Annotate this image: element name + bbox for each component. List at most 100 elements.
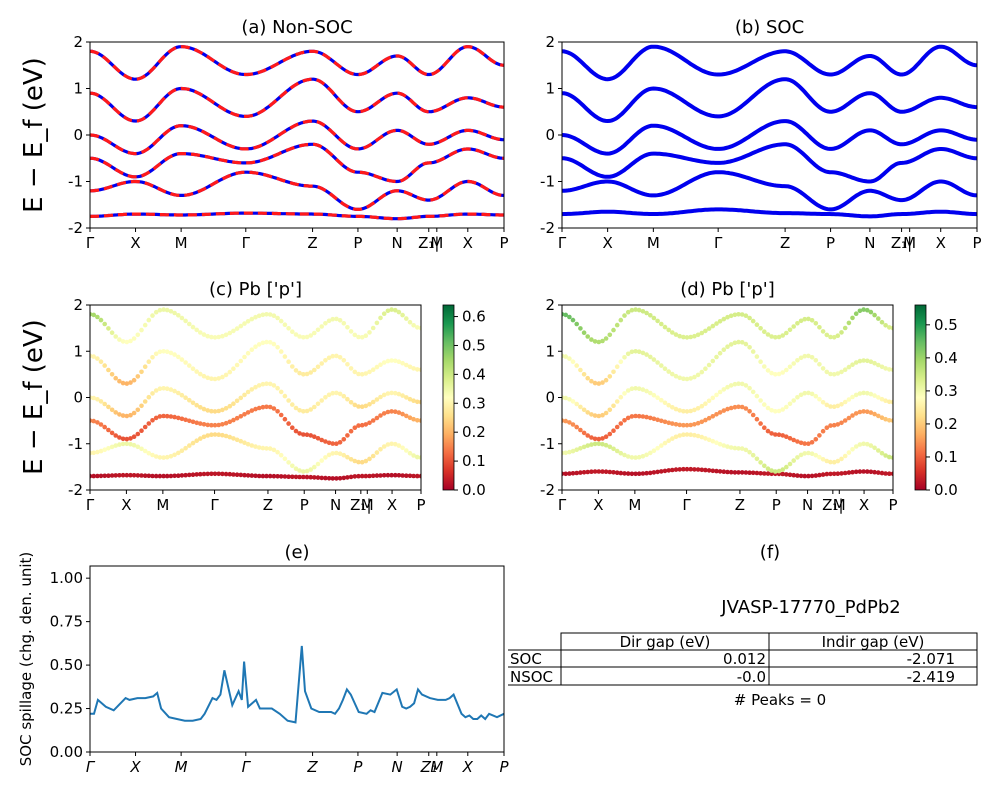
panel-c-point xyxy=(381,392,387,398)
panel-d-point xyxy=(706,415,712,421)
panel-c-point xyxy=(389,409,394,414)
panel-d-point xyxy=(765,332,771,337)
panel-c-point xyxy=(238,323,244,329)
panel-d-point xyxy=(802,441,807,446)
panel-d-xtick-label: Z xyxy=(735,496,745,514)
panel-e-ylabel: SOC spillage (chg. den. unit) xyxy=(17,552,35,767)
panel-c-point xyxy=(301,409,306,414)
panel-c-point xyxy=(282,474,288,479)
panel-c-point xyxy=(389,472,394,478)
panel-d-point xyxy=(651,470,657,475)
panel-c-point xyxy=(407,473,413,479)
panel-c-point xyxy=(179,448,185,454)
panel-c-point xyxy=(337,476,343,481)
panel-c-point xyxy=(404,362,409,368)
panel-e-xtick-label: M xyxy=(430,758,443,776)
panel-c-point xyxy=(356,459,361,465)
panel-c-point xyxy=(205,408,210,413)
panel-c-point xyxy=(267,473,273,479)
table-row-label: SOC xyxy=(510,650,542,668)
panel-c-point xyxy=(308,370,314,375)
panel-c-point xyxy=(301,432,306,437)
panel-c-point xyxy=(256,383,262,388)
panel-c-point xyxy=(282,322,288,328)
panel-c-cbar-label: 0.0 xyxy=(462,481,486,499)
panel-c-point xyxy=(404,316,409,321)
panel-d-point xyxy=(600,441,605,447)
panel-c-point xyxy=(142,424,148,430)
panel-d-point xyxy=(762,471,767,476)
panel-c-point xyxy=(330,316,336,322)
panel-d-point xyxy=(651,448,657,454)
panel-d-point xyxy=(607,374,613,379)
panel-d-point xyxy=(725,406,730,412)
panel-d-point xyxy=(728,445,734,450)
panel-d-point xyxy=(890,367,893,373)
panel-a-xtick-label: M xyxy=(430,234,443,252)
panel-a-ytick-label: -2 xyxy=(68,219,83,237)
panel-c-cbar-label: 0.5 xyxy=(462,336,486,354)
panel-d-point xyxy=(769,431,774,436)
panel-d-xtick-label: M xyxy=(833,496,846,514)
panel-d-point xyxy=(750,349,756,354)
panel-d-point xyxy=(839,471,844,476)
panel-d-point xyxy=(636,413,642,419)
panel-c-point xyxy=(234,437,240,443)
panel-d-point xyxy=(739,404,745,410)
panel-c-point xyxy=(290,364,295,369)
panel-d-point xyxy=(600,412,605,418)
panel-d-point xyxy=(820,428,826,434)
panel-c-point xyxy=(334,353,339,359)
panel-c-point xyxy=(102,363,107,368)
panel-c-point xyxy=(128,472,133,478)
panel-c-xtick-label: Z₁| xyxy=(350,496,371,514)
panel-c-point xyxy=(370,453,376,459)
panel-c-point xyxy=(389,390,394,396)
panel-d-point xyxy=(574,321,579,327)
panel-d-point xyxy=(714,440,719,446)
panel-d-point xyxy=(600,469,605,474)
panel-d-point xyxy=(787,461,793,467)
panel-b-xtick-label: Z₁| xyxy=(891,234,912,252)
panel-d-point xyxy=(655,395,660,401)
panel-d-point xyxy=(842,367,848,373)
panel-d-point xyxy=(692,407,697,413)
panel-c-point xyxy=(271,447,277,453)
panel-c-point xyxy=(98,422,104,427)
panel-d-point xyxy=(776,432,782,438)
panel-c-point xyxy=(341,358,347,363)
panel-d-point xyxy=(813,321,819,326)
panel-d-point xyxy=(890,418,893,423)
panel-c-point xyxy=(168,309,174,314)
panel-c-point xyxy=(415,399,420,405)
panel-d-point xyxy=(636,471,642,477)
panel-c-point xyxy=(404,395,409,400)
panel-d-point xyxy=(684,466,690,472)
panel-c-point xyxy=(117,378,122,384)
panel-c-point xyxy=(352,369,358,375)
panel-c-point xyxy=(415,325,420,330)
panel-c-point xyxy=(323,358,328,363)
panel-d-point xyxy=(614,448,620,454)
panel-d-point xyxy=(567,420,572,425)
panel-c-point xyxy=(293,368,299,373)
panel-c-point xyxy=(139,403,144,409)
panel-c-point xyxy=(150,355,155,360)
panel-d-point xyxy=(865,409,870,415)
panel-d-point xyxy=(655,417,660,423)
panel-d-point xyxy=(728,342,734,347)
panel-d-point xyxy=(890,455,893,460)
panel-d-point xyxy=(717,350,723,356)
panel-d-point xyxy=(784,472,789,477)
panel-c-point xyxy=(198,371,203,377)
panel-d-point xyxy=(776,334,782,340)
panel-c-point xyxy=(407,364,413,370)
panel-d-point xyxy=(769,408,774,413)
panel-c-point xyxy=(128,436,133,441)
panel-c-point xyxy=(198,471,203,477)
panel-d-point xyxy=(747,315,752,321)
panel-c-point xyxy=(260,445,266,451)
panel-d-point xyxy=(828,423,833,428)
panel-c-point xyxy=(201,406,207,412)
panel-d-point xyxy=(732,470,738,475)
